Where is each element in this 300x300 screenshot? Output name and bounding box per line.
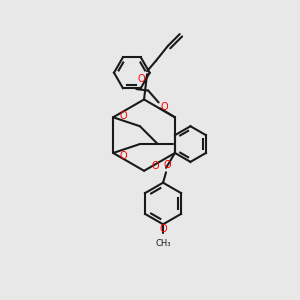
Text: O: O <box>159 224 167 234</box>
Text: O: O <box>137 74 145 84</box>
Text: CH₃: CH₃ <box>155 239 171 248</box>
Text: O: O <box>164 160 171 170</box>
Text: O: O <box>120 111 128 121</box>
Text: O: O <box>161 102 168 112</box>
Text: O: O <box>151 161 159 171</box>
Text: O: O <box>120 151 128 161</box>
